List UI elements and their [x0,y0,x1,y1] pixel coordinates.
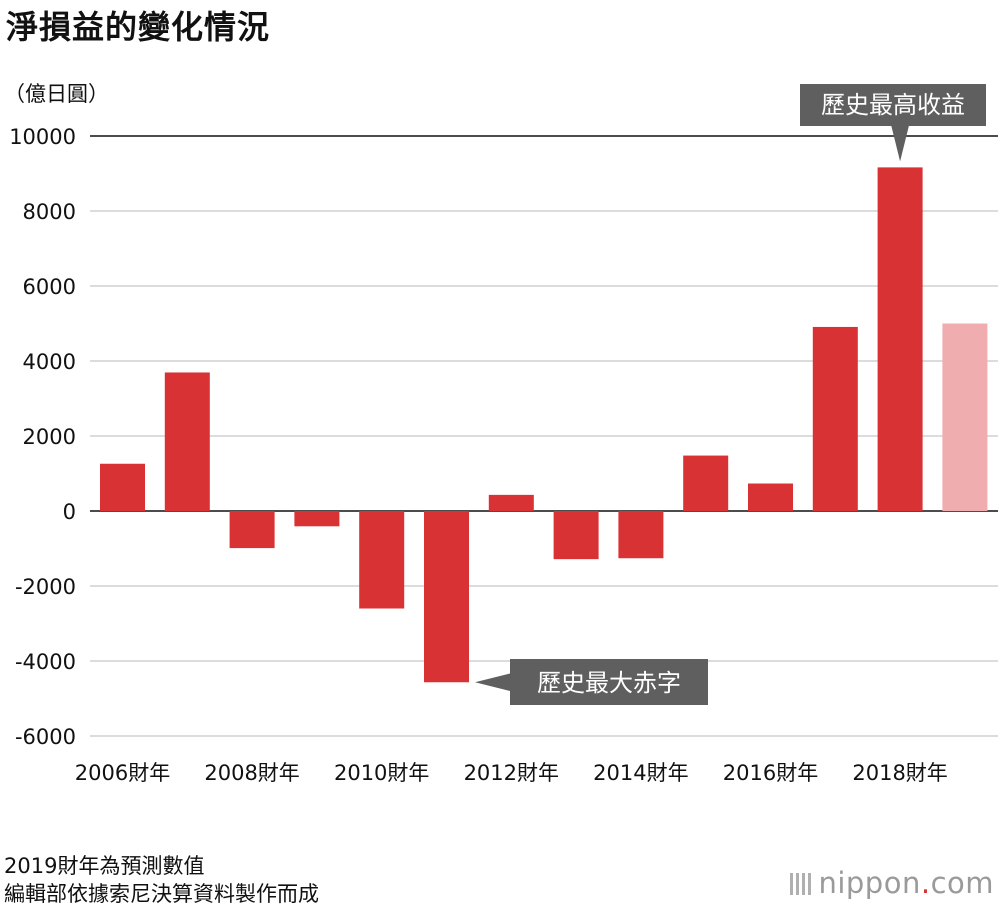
logo-mark-icon [790,873,813,895]
bar [164,372,210,511]
y-axis-unit-label: （億日圓） [4,82,109,106]
bar [100,463,145,511]
y-tick-label: 8000 [23,200,76,224]
bar [812,326,858,511]
x-tick-label: 2016財年 [723,761,818,785]
nippon-logo: nippon.com [790,866,994,900]
x-tick-label: 2008財年 [204,761,299,785]
x-tick-label: 2014財年 [593,761,688,785]
callout-box [510,659,708,705]
bar [877,167,923,511]
y-tick-label: 6000 [23,275,76,299]
x-tick-label: 2010財年 [334,761,429,785]
logo-dot: . [920,866,931,900]
y-tick-label: -6000 [15,725,76,749]
logo-tld: com [930,866,994,900]
bar [488,494,534,511]
y-tick-label: 4000 [23,350,76,374]
y-tick-label: 2000 [23,425,76,449]
bar [294,511,340,527]
callout-pointer [891,125,910,162]
chart-title: 淨損益的變化情況 [6,8,271,46]
bar [618,511,664,559]
x-tick-label: 2012財年 [464,761,559,785]
bar [748,483,793,511]
bar-chart: 10000 8000 6000 4000 2000 0 -2000 -4000 -6000 200… [9,84,998,785]
y-tick-label: -4000 [15,650,76,674]
bar [424,511,469,683]
y-tick-label: -2000 [15,575,76,599]
y-tick-label: 10000 [9,125,76,149]
bar [229,511,275,549]
bar [553,511,599,560]
callout-label-max-deficit: 歷史最大赤字 [537,669,681,697]
bar [683,455,729,511]
bar [359,511,405,609]
logo-name: nippon [818,866,921,900]
callout-pointer [475,673,511,692]
y-tick-label: 0 [63,500,76,524]
source-note: 編輯部依據索尼決算資料製作而成 [4,882,319,906]
forecast-note: 2019財年為預測數值 [4,854,205,878]
forecast-bar [942,323,988,511]
x-tick-label: 2018財年 [852,761,947,785]
callout-box [800,84,986,126]
callout-label-max-profit: 歷史最高收益 [821,91,965,119]
x-tick-label: 2006財年 [75,761,170,785]
